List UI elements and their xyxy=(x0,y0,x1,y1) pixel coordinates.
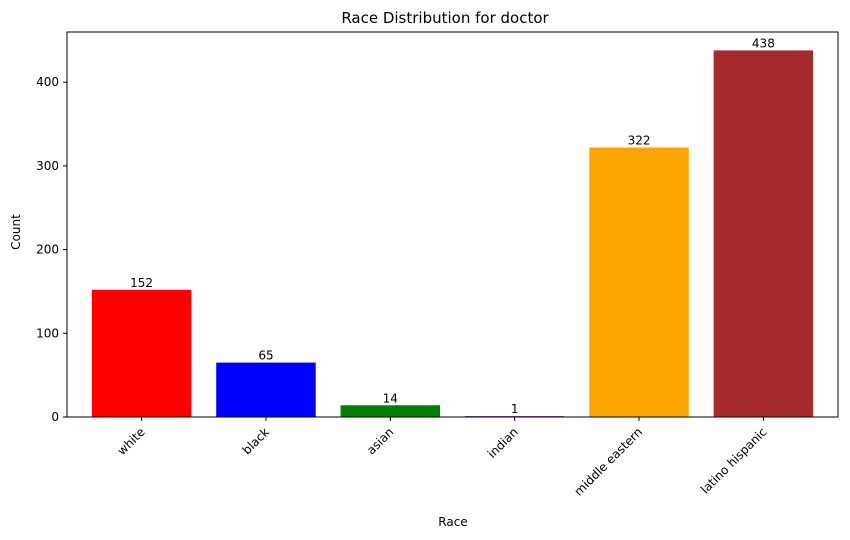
x-axis-label: Race xyxy=(438,515,467,529)
bar-black xyxy=(216,362,316,417)
x-tick-label-middle-eastern: middle eastern xyxy=(571,425,645,499)
x-tick-label-black: black xyxy=(240,425,272,457)
data-label-middle-eastern: 322 xyxy=(628,134,651,148)
y-tick-label-100: 100 xyxy=(36,326,59,340)
x-tick-label-indian: indian xyxy=(485,425,521,461)
y-tick-label-200: 200 xyxy=(36,243,59,257)
y-tick-label-400: 400 xyxy=(36,75,59,89)
data-label-indian: 1 xyxy=(511,402,519,416)
y-axis-label: Count xyxy=(9,214,23,250)
x-tick-label-asian: asian xyxy=(364,425,396,457)
bar-white xyxy=(91,289,192,417)
data-label-latino-hispanic: 438 xyxy=(752,36,775,50)
y-tick-label-300: 300 xyxy=(36,159,59,173)
bar-middle-eastern xyxy=(589,147,689,417)
x-tick-label-latino-hispanic: latino hispanic xyxy=(698,425,770,497)
x-tick-label-white: white xyxy=(115,425,148,458)
bar-latino-hispanic xyxy=(713,50,814,417)
plot-area: 152 65 14 1 322 438 0 100 200 300 400 white black asi… xyxy=(36,31,839,499)
chart-title: Race Distribution for doctor xyxy=(341,9,549,27)
data-label-black: 65 xyxy=(258,349,273,363)
data-label-white: 152 xyxy=(130,276,153,290)
data-label-asian: 14 xyxy=(383,391,398,405)
bar-asian xyxy=(340,405,441,417)
axes-frame xyxy=(66,31,839,418)
y-tick-label-0: 0 xyxy=(51,410,59,424)
